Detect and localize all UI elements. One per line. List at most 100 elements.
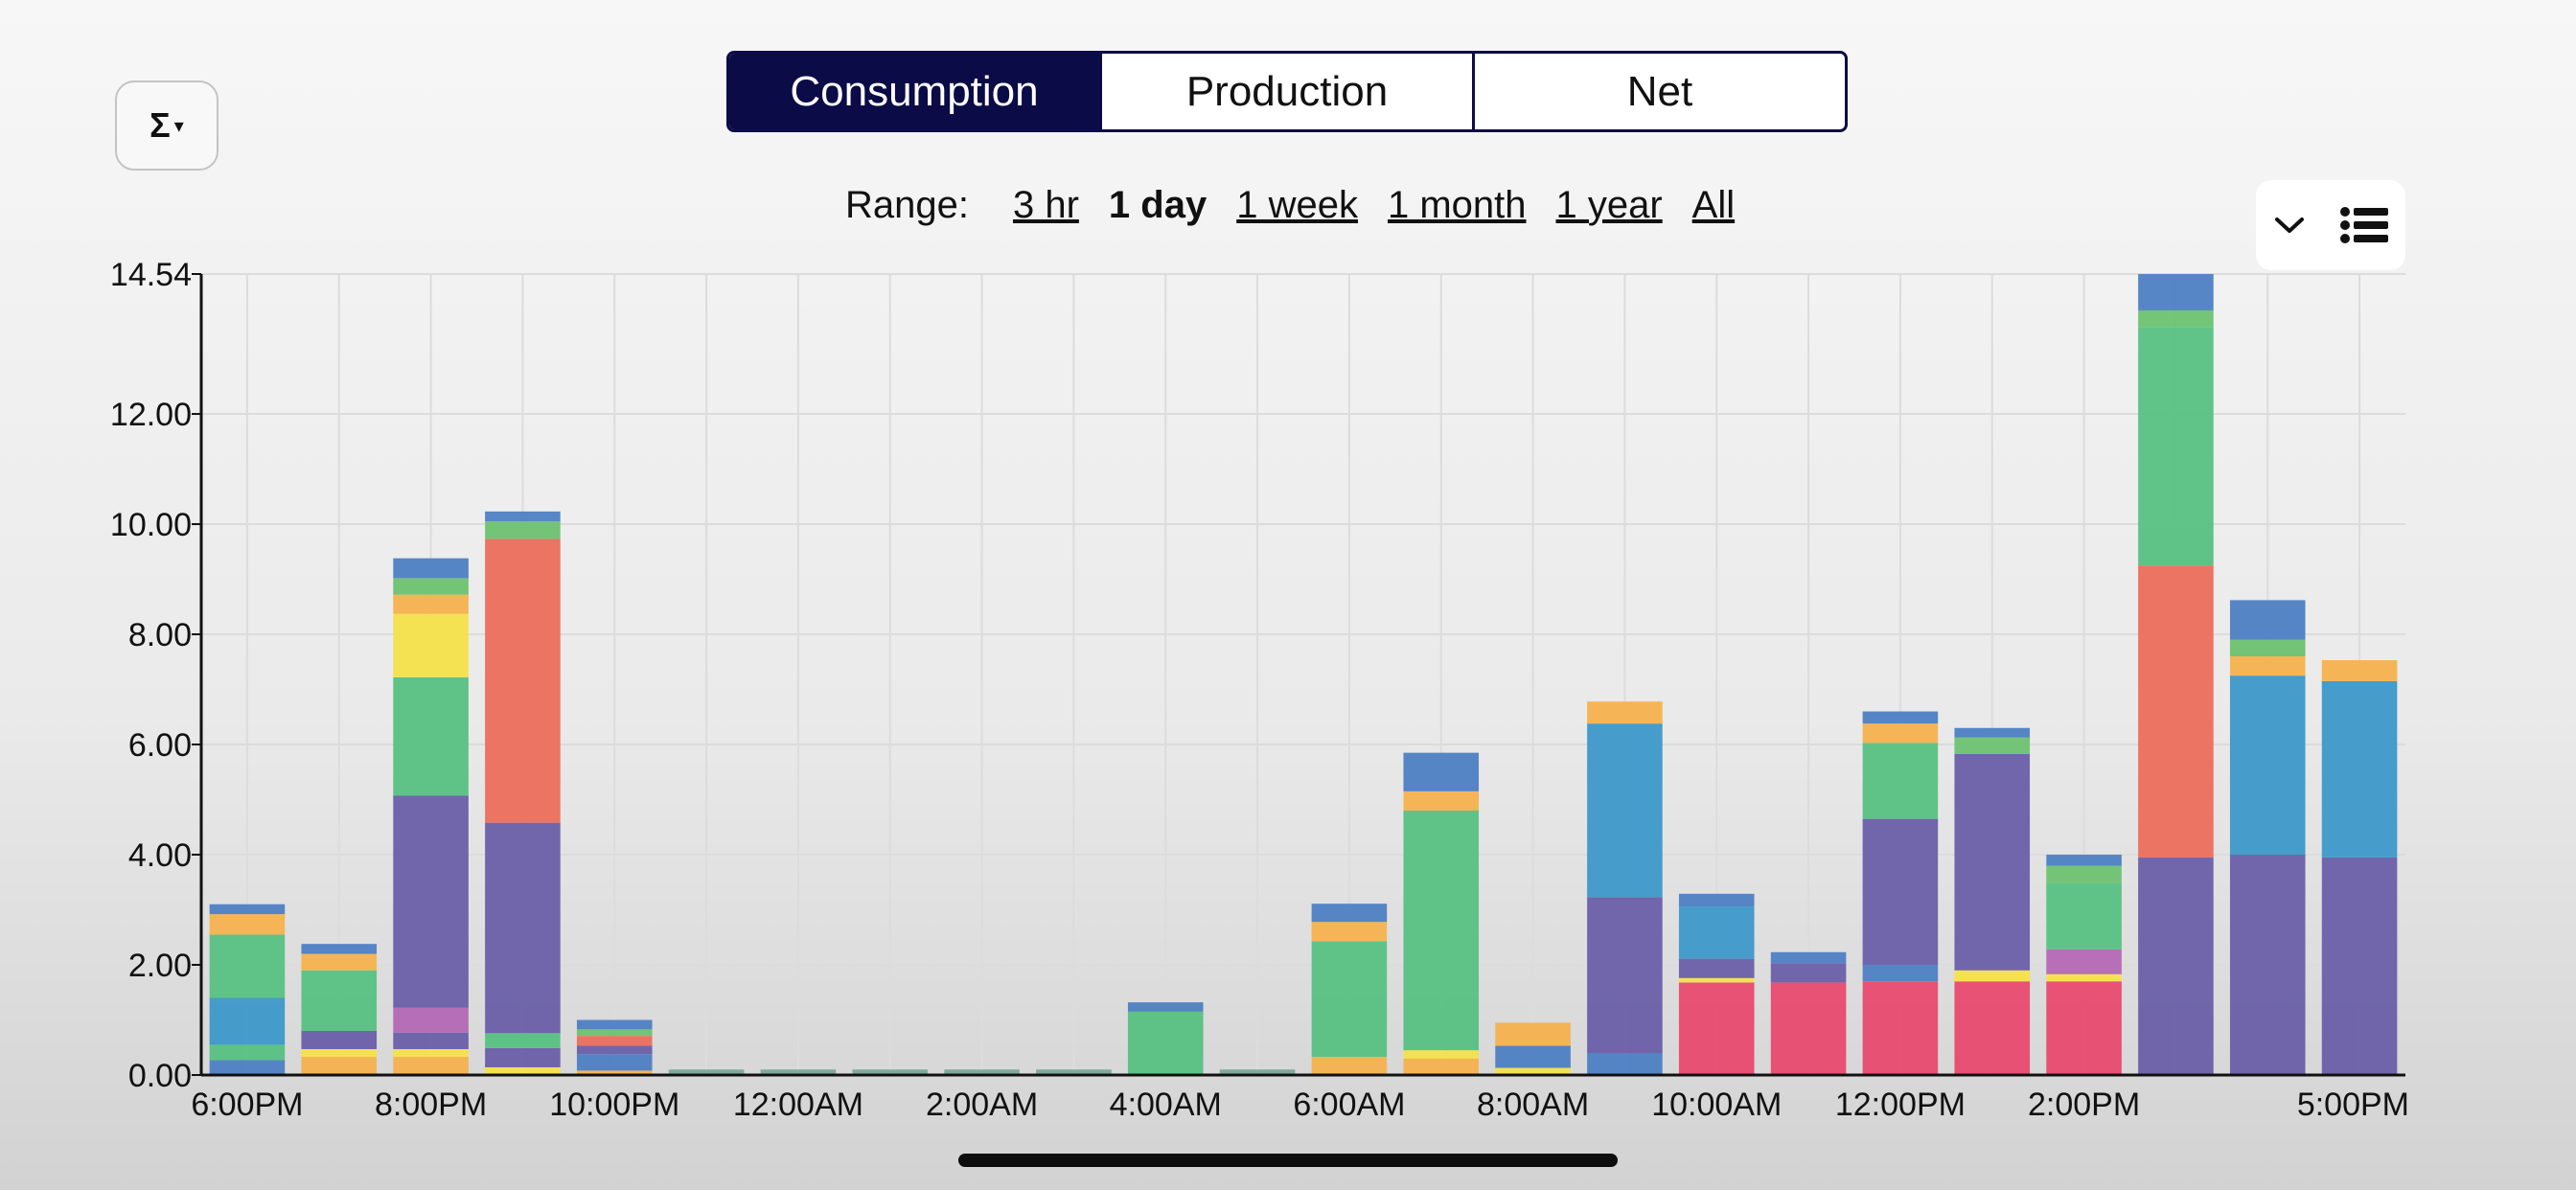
y-tick-label: 8.00 [128,617,192,653]
sum-mode-button[interactable]: Σ ▾ [115,80,218,171]
bar-segment [1587,723,1663,898]
chevron-down-icon[interactable] [2273,215,2306,236]
y-tick-label: 2.00 [128,948,192,984]
bar-segment [1678,977,1755,983]
bar-segment [1954,981,2031,1075]
bar-segment [1770,982,1847,1075]
bar-segment [485,521,561,539]
x-tick-label: 6:00PM [191,1087,303,1123]
bar-segment [576,1070,653,1075]
bar-segment [1495,1045,1571,1068]
bar-segment [1495,1067,1571,1075]
net-tab[interactable]: Net [1472,54,1845,129]
range-all-link[interactable]: All [1691,183,1736,226]
bar-segment [301,970,378,1032]
home-indicator [958,1154,1618,1167]
bar-segment [576,1045,653,1055]
bar-segment [1495,1022,1571,1046]
bar-segment [485,822,561,1034]
x-tick-label: 2:00PM [2028,1087,2140,1123]
bar-segment [1311,941,1388,1058]
bar-segment [209,904,286,915]
bar-segment [1036,1069,1112,1075]
bar-segment [1403,1050,1480,1059]
bar-segment [1127,1002,1204,1012]
y-tick-label: 4.00 [128,837,192,874]
view-mode-selector: Consumption Production Net [726,51,1848,132]
y-tick-label: 10.00 [110,507,192,543]
bar-segment [485,1033,561,1048]
bar-segment [1678,906,1755,959]
bar-segment [393,676,469,796]
bar-segment [485,538,561,823]
x-tick-label: 6:00AM [1293,1087,1405,1123]
bar-segment [393,795,469,1008]
bar-segment [2321,857,2398,1075]
bar-segment [301,944,378,954]
bar-segment [393,558,469,579]
bar-segment [393,1048,469,1058]
bar-segment [1770,951,1847,964]
range-3hr-link[interactable]: 3 hr [1012,183,1079,226]
bar-segment [2229,639,2306,657]
x-tick-label: 10:00PM [549,1087,679,1123]
bar-segment [1127,1011,1204,1075]
bar-segment [1311,904,1388,923]
bar-segment [2046,981,2122,1075]
x-tick-label: 4:00AM [1110,1087,1222,1123]
bar-segment [1678,958,1755,978]
bar-segment [2229,675,2306,856]
bar-segment [1219,1069,1296,1075]
bar-segment [209,934,286,998]
y-tick-label: 0.00 [128,1058,192,1094]
bar-segment [2046,949,2122,974]
y-tick-label: 12.00 [110,397,192,433]
bar-segment [1862,723,1939,744]
bar-segment [1587,1053,1663,1075]
bar-segment [2046,855,2122,866]
bar-segment [393,1057,469,1075]
bar-segment [2321,680,2398,858]
range-1day-link[interactable]: 1 day [1108,183,1208,226]
production-tab[interactable]: Production [1099,54,1472,129]
bar-segment [1403,752,1480,791]
bar-segment [1770,963,1847,983]
bar-segment [393,1032,469,1049]
bar-segment [1862,965,1939,982]
legend-controls [2256,180,2405,270]
bar-segment [1403,811,1480,1051]
bar-segment [209,914,286,935]
bar-segment [1403,1058,1480,1075]
bar-segment [1862,981,1939,1075]
bar-segment [2138,327,2214,566]
bar-segment [944,1069,1020,1075]
bar-segment [2138,309,2214,328]
bar-segment [1678,982,1755,1075]
bar-segment [2046,973,2122,982]
bar-segment [1954,737,2031,754]
bar-segment [2138,274,2214,310]
list-icon[interactable] [2340,206,2388,244]
bar-segment [393,578,469,595]
bar-segment [209,1044,286,1061]
bar-segment [301,1057,378,1075]
bar-segment [393,594,469,614]
bar-segment [1862,818,1939,966]
bar-segment [576,1036,653,1046]
range-1year-link[interactable]: 1 year [1555,183,1663,226]
range-label: Range: [845,183,969,226]
bar-segment [485,511,561,522]
bar-segment [2229,855,2306,1075]
consumption-tab[interactable]: Consumption [729,54,1099,129]
y-tick-label: 14.54 [110,257,192,293]
range-1week-link[interactable]: 1 week [1236,183,1358,226]
bar-segment [485,1047,561,1067]
x-tick-label: 2:00AM [926,1087,1038,1123]
bar-segment [2046,865,2122,883]
bar-segment [1954,970,2031,982]
x-tick-label: 12:00AM [733,1087,863,1123]
bar-segment [852,1069,929,1075]
range-1month-link[interactable]: 1 month [1387,183,1527,226]
y-tick-label: 6.00 [128,727,192,764]
bar-segment [2229,600,2306,640]
